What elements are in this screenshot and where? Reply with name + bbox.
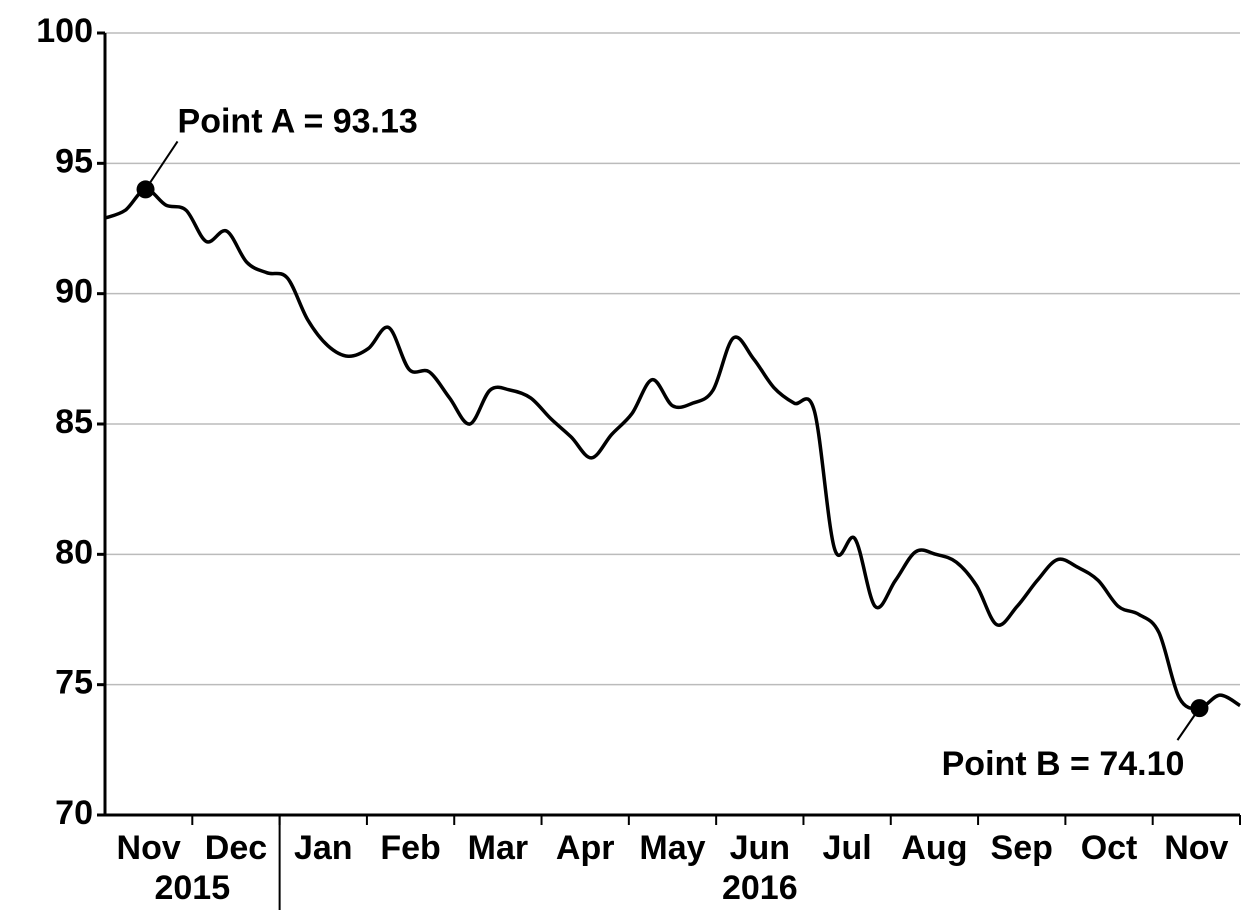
leader-line <box>1176 707 1201 741</box>
y-tick-label: 75 <box>55 664 93 702</box>
year-label: 2016 <box>722 869 798 907</box>
y-tick-label: 90 <box>55 273 93 311</box>
x-tick-label: Nov <box>1164 829 1228 867</box>
x-tick-label: Mar <box>468 829 528 867</box>
x-tick-label: Oct <box>1081 829 1138 867</box>
x-tick-label: Jul <box>823 829 872 867</box>
x-tick-label: Jan <box>294 829 353 867</box>
x-tick-label: Feb <box>380 829 440 867</box>
x-tick-label: Nov <box>117 829 181 867</box>
year-label: 2015 <box>154 869 230 907</box>
x-tick-label: Sep <box>991 829 1053 867</box>
x-tick-label: Jun <box>730 829 790 867</box>
annotation: Point B = 74.10 <box>942 745 1185 783</box>
y-tick-label: 70 <box>55 794 93 832</box>
y-tick-label: 95 <box>55 142 93 180</box>
annotation: Point A = 93.13 <box>178 102 418 140</box>
line <box>104 187 1241 711</box>
x-tick-label: Apr <box>556 829 615 867</box>
x-tick-label: Dec <box>205 829 267 867</box>
y-tick-label: 80 <box>55 533 93 571</box>
leader-line <box>144 140 179 190</box>
x-tick-label: Aug <box>901 829 967 867</box>
y-tick-label: 100 <box>36 12 93 50</box>
y-tick-label: 85 <box>55 403 93 441</box>
x-tick-label: May <box>639 829 705 867</box>
